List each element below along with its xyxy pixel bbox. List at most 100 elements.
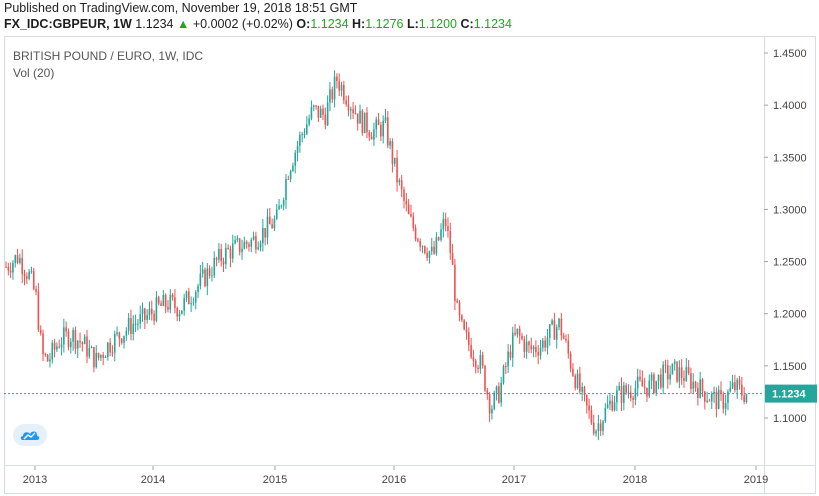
candle-body (5, 266, 7, 268)
candle-body (141, 308, 144, 315)
candle-body (312, 105, 315, 107)
candle-body (225, 247, 227, 265)
candle-body (505, 366, 507, 368)
candle-body (410, 213, 412, 217)
candle-body (454, 264, 456, 301)
candle-body (729, 387, 732, 392)
candle-body (653, 374, 655, 393)
time-axis[interactable]: 2013 2014 2015 2016 2017 2018 2019 (23, 466, 768, 486)
candle-body (148, 308, 151, 316)
candle-body (623, 385, 625, 403)
candle-body (516, 328, 519, 335)
candle-body (273, 218, 276, 229)
candle-body (72, 329, 74, 342)
last-price-tag-text: 1.1234 (772, 389, 807, 401)
candle-body (37, 291, 40, 330)
candle-body (39, 329, 42, 334)
symbol-label[interactable]: FX_IDC:GBPEUR, 1W (4, 17, 132, 31)
candle-body (319, 108, 322, 118)
candle-body (449, 230, 452, 254)
candle-body (100, 354, 102, 358)
last-price: 1.1234 (135, 17, 174, 31)
candle-body (382, 120, 384, 137)
candle-body (132, 323, 135, 335)
candle-body (694, 381, 697, 388)
candle-body (683, 377, 685, 381)
candle-body (669, 374, 671, 380)
candle-body (514, 332, 516, 335)
candle-body (116, 332, 118, 334)
candle-body (363, 112, 366, 134)
candle-body (49, 359, 51, 362)
published-caption: Published on TradingView.com, November 1… (4, 1, 358, 15)
candle-body (655, 380, 658, 393)
candle-body (391, 141, 394, 164)
candle-body (428, 251, 431, 258)
candle-body (231, 243, 234, 259)
tradingview-logo-icon[interactable] (13, 424, 47, 446)
candle-body (113, 333, 116, 353)
candle-body (238, 238, 241, 253)
candle-body (160, 303, 162, 306)
candle-body (678, 367, 681, 382)
candle-body (174, 297, 176, 308)
candle-body (19, 258, 21, 263)
candle-body (442, 218, 445, 230)
candle-body (525, 341, 528, 352)
candle-body (560, 318, 563, 336)
candle-body (616, 390, 618, 403)
candle-body (53, 342, 56, 350)
candle-body (345, 100, 347, 105)
candle-body (340, 85, 343, 91)
candle-body (220, 248, 223, 262)
candle-body (565, 338, 567, 341)
candle-body (377, 119, 380, 126)
candle-body (146, 315, 148, 320)
candle-body (611, 400, 614, 411)
candle-body (440, 229, 442, 240)
candle-body (58, 346, 61, 348)
candle-body (606, 404, 609, 409)
candle-body (368, 132, 371, 137)
candle-body (650, 374, 653, 381)
candle-body (569, 353, 572, 369)
candle-body (567, 340, 570, 354)
candle-body (673, 361, 676, 364)
candle-body (405, 200, 408, 205)
time-tick-label: 2019 (744, 474, 768, 486)
price-tick-label: 1.3500 (773, 152, 807, 164)
candle-body (518, 328, 521, 336)
candle-body (731, 382, 734, 388)
candle-body (680, 367, 683, 378)
candle-body (417, 239, 419, 242)
candle-body (14, 255, 17, 263)
candle-body (310, 106, 313, 119)
candle-body (701, 379, 704, 392)
change-value: +0.0002 (+0.02%) (192, 17, 293, 31)
candle-body (579, 373, 581, 392)
price-axis[interactable]: 1.1000 1.1500 1.2000 1.2500 1.3000 1.3500 1.40… (764, 48, 807, 425)
candle-body (292, 165, 294, 172)
candle-body (144, 308, 146, 320)
candle-body (329, 89, 331, 103)
symbol-bar: FX_IDC:GBPEUR, 1W 1.1234 ▲ +0.0002 (+0.0… (4, 17, 512, 31)
candle-body (544, 340, 546, 348)
candle-body (245, 241, 248, 245)
candle-body (127, 318, 130, 331)
price-tick-label: 1.1500 (773, 361, 807, 373)
candle-body (275, 209, 278, 219)
candle-body (26, 276, 28, 279)
candle-body (162, 294, 165, 306)
candle-body (745, 394, 748, 403)
candle-body (111, 352, 114, 354)
candle-body (204, 269, 206, 287)
candle-body (498, 386, 500, 403)
candle-body (493, 392, 496, 409)
candle-body (704, 391, 706, 402)
candle-body (120, 338, 123, 343)
candle-body (414, 227, 417, 240)
candle-body (255, 236, 257, 250)
candle-body (93, 347, 95, 368)
volume-indicator-label[interactable]: Vol (20) (13, 66, 55, 80)
